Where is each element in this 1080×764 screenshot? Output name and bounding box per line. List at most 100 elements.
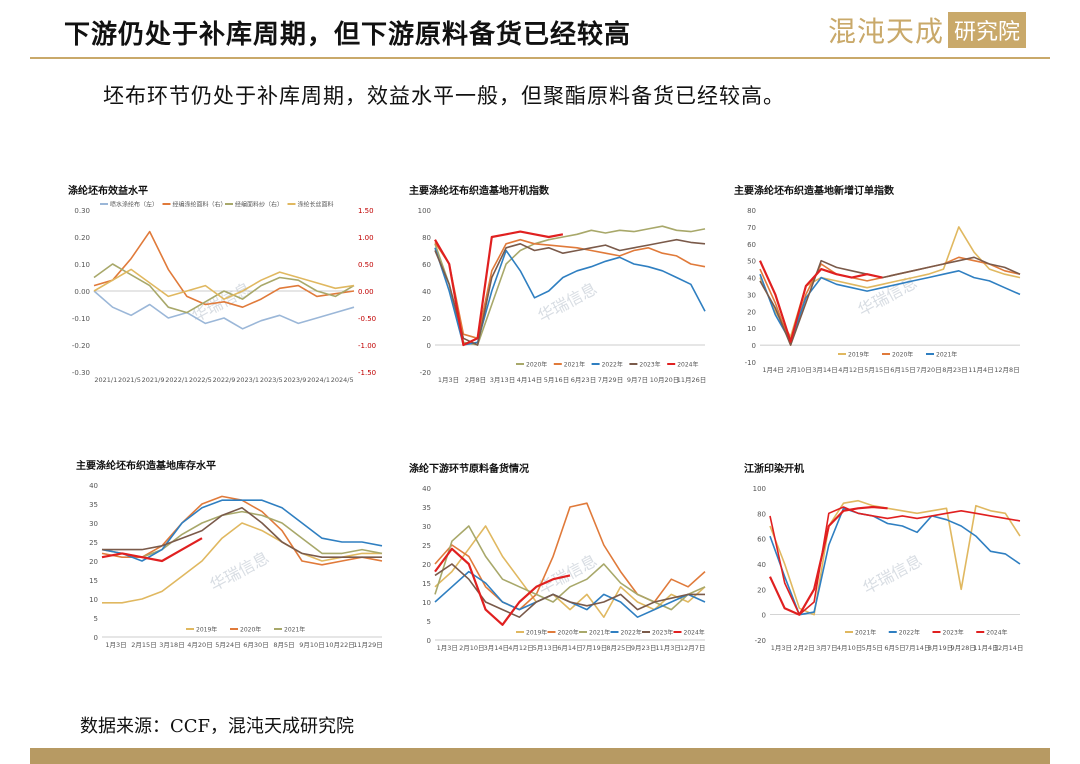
y-tick-label: 80 xyxy=(422,234,431,242)
legend-label: 2020年 xyxy=(240,626,261,634)
chart-raw-material-stock: 涤纶下游环节原料备货情况 华瑞信息 40 35 30 25 20 15 10 5 0 1月3日 2月10… xyxy=(405,458,715,668)
chart-loom-operating: 主要涤纶坯布织造基地开机指数 华瑞信息 100 80 60 40 20 0 -20 1月3日 2月8… xyxy=(405,180,715,400)
y-tick-label: 60 xyxy=(422,261,431,269)
y-tick-label: 80 xyxy=(757,510,766,518)
series-line xyxy=(101,499,383,562)
x-tick-label: 1月3日 xyxy=(437,644,458,652)
legend-label: 2023年 xyxy=(639,361,660,369)
x-tick-label: 12月7日 xyxy=(680,644,705,652)
x-tick-label: 5月13日 xyxy=(533,644,558,652)
series-line xyxy=(434,547,571,626)
x-tick-label: 3月14日 xyxy=(812,366,837,374)
x-tick-label: 6月30日 xyxy=(243,641,268,649)
chart-dyeing-operating: 江浙印染开机 华瑞信息 100 80 60 40 20 0 -20 1月3日 2月2日 3月7日 4月1… xyxy=(740,458,1030,668)
legend-label: 2024年 xyxy=(677,361,698,369)
x-tick-label: 2022/5 xyxy=(189,376,212,384)
y-right-tick-label: 0.00 xyxy=(358,288,374,296)
y-tick-label: -0.30 xyxy=(72,369,90,377)
watermark: 华瑞信息 xyxy=(860,551,925,598)
x-tick-label: 1月3日 xyxy=(771,644,792,652)
y-tick-label: 0 xyxy=(427,637,431,645)
x-tick-label: 9月7日 xyxy=(627,376,648,384)
chart-inventory: 主要涤纶坯布织造基地库存水平 华瑞信息 40 35 30 25 20 15 10 5 0 1月3日 2月… xyxy=(72,455,392,665)
y-tick-label: 0.20 xyxy=(74,234,90,242)
x-tick-label: 10月20日 xyxy=(650,376,680,384)
series-line xyxy=(769,499,1021,616)
series-line xyxy=(93,268,355,300)
y-tick-label: 50 xyxy=(747,258,756,266)
x-tick-label: 2月10日 xyxy=(459,644,484,652)
y-tick-label: 25 xyxy=(89,539,98,547)
y-tick-label: 60 xyxy=(747,241,756,249)
x-tick-label: 2023/9 xyxy=(283,376,306,384)
y-tick-label: 30 xyxy=(89,520,98,528)
y-tick-label: 100 xyxy=(418,207,431,215)
y-tick-label: 25 xyxy=(422,542,431,550)
y-tick-label: 0 xyxy=(752,342,756,350)
x-tick-label: 11月29日 xyxy=(353,641,383,649)
x-tick-label: 3月7日 xyxy=(816,644,837,652)
x-tick-label: 5月24日 xyxy=(215,641,240,649)
y-tick-label: 40 xyxy=(747,275,756,283)
chart-title: 主要涤纶坯布织造基地库存水平 xyxy=(76,459,216,472)
legend-label: 2021年 xyxy=(589,629,610,637)
data-source: 数据来源：CCF，混沌天成研究院 xyxy=(80,716,355,737)
y-tick-label: -0.20 xyxy=(72,342,90,350)
series-line xyxy=(434,525,706,611)
logo-main-text: 混沌天成 xyxy=(828,15,945,48)
x-tick-label: 4月12日 xyxy=(508,644,533,652)
legend-label: 2020年 xyxy=(526,361,547,369)
series-line xyxy=(769,505,888,616)
x-tick-label: 10月22日 xyxy=(325,641,355,649)
legend-label: 2024年 xyxy=(684,629,705,637)
x-tick-label: 2024/1 xyxy=(307,376,330,384)
x-tick-label: 9月28日 xyxy=(950,644,975,652)
series-line xyxy=(93,290,355,330)
legend-label: 经编面料纱（右） xyxy=(235,201,283,209)
logo-box-text: 研究院 xyxy=(948,12,1027,48)
y-tick-label: 0.10 xyxy=(74,261,90,269)
x-tick-label: 3月18日 xyxy=(159,641,184,649)
y-tick-label: 40 xyxy=(422,485,431,493)
y-right-tick-label: -1.50 xyxy=(358,369,376,377)
x-tick-label: 1月3日 xyxy=(105,641,126,649)
x-tick-label: 2023/5 xyxy=(260,376,283,384)
legend-label: 涤纶长丝面料 xyxy=(298,201,334,209)
x-tick-label: 7月20日 xyxy=(916,366,941,374)
chart-title: 涤纶下游环节原料备货情况 xyxy=(409,462,529,475)
series-line xyxy=(769,506,1021,616)
series-line xyxy=(769,507,1021,616)
x-tick-label: 2月10日 xyxy=(786,366,811,374)
x-tick-label: 7月19日 xyxy=(582,644,607,652)
y-tick-label: 80 xyxy=(747,207,756,215)
y-tick-label: 10 xyxy=(89,596,98,604)
y-tick-label: 40 xyxy=(757,561,766,569)
series-line xyxy=(434,502,706,611)
chart-svg: 涤纶坯布效益水平华瑞信息0.300.200.100.00-0.10-0.20-0… xyxy=(68,184,376,384)
y-right-tick-label: 1.50 xyxy=(358,207,374,215)
series-line xyxy=(434,230,564,347)
legend-label: 2021年 xyxy=(284,626,305,634)
legend-label: 2022年 xyxy=(602,361,623,369)
x-tick-label: 9月10日 xyxy=(299,641,324,649)
x-tick-label: 9月23日 xyxy=(631,644,656,652)
series-line xyxy=(101,510,383,558)
y-tick-label: 20 xyxy=(89,558,98,566)
legend-label: 2021年 xyxy=(936,351,957,359)
y-tick-label: -10 xyxy=(745,359,756,367)
series-line xyxy=(759,270,1021,343)
brand-logo: 混沌天成 研究院 xyxy=(828,12,1027,48)
legend-label: 2019年 xyxy=(526,629,547,637)
x-tick-label: 2月2日 xyxy=(793,644,814,652)
legend-label: 2021年 xyxy=(855,629,876,637)
x-tick-label: 6月15日 xyxy=(890,366,915,374)
x-tick-label: 8月5日 xyxy=(273,641,294,649)
legend-label: 2019年 xyxy=(848,351,869,359)
chart-title: 主要涤纶坯布织造基地新增订单指数 xyxy=(734,184,895,197)
y-tick-label: -20 xyxy=(420,369,431,377)
x-tick-label: 6月14日 xyxy=(557,644,582,652)
x-tick-label: 4月14日 xyxy=(517,376,542,384)
